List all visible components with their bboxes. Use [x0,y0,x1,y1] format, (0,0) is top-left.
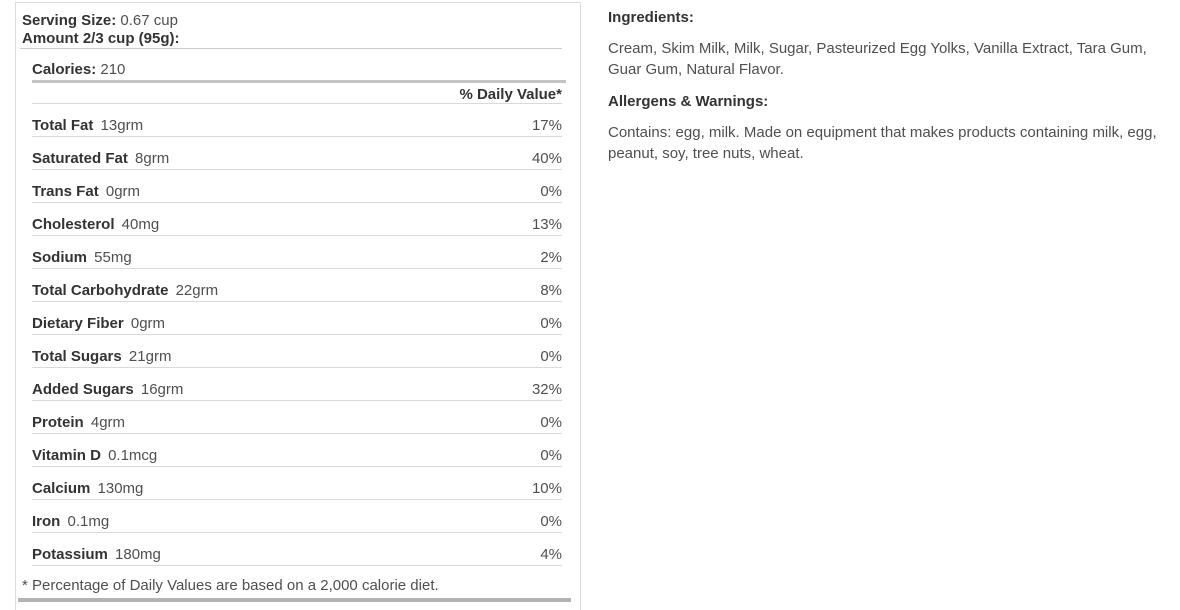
nutrient-daily-value: 13% [531,216,562,233]
serving-size-label: Serving Size: [22,12,117,29]
nutrient-amount: 55mg [90,249,132,266]
nutrient-amount: 0.1mcg [103,447,158,464]
nutrient-amount: 21grm [124,348,172,365]
nutrient-name: Calcium [32,480,91,497]
allergens-heading: Allergens & Warnings: [608,93,769,110]
nutrient-label: Added Sugars 16grm [32,381,183,398]
nutrient-daily-value: 0% [540,414,562,431]
nutrient-name: Added Sugars [32,381,134,398]
nutrient-daily-value: 40% [531,150,562,167]
daily-value-footnote: * Percentage of Daily Values are based o… [22,577,439,594]
serving-size-line: Serving Size: 0.67 cup [22,12,562,30]
nutrient-row: Potassium 180mg 4% [32,533,562,566]
nutrient-label: Calcium 130mg [32,480,143,497]
nutrient-name: Protein [32,414,84,431]
nutrient-daily-value: 10% [531,480,562,497]
serving-size-value: 0.67 cup [120,12,178,29]
nutrient-amount: 0.1mg [63,513,110,530]
nutrient-name: Total Fat [32,117,94,134]
nutrient-row: Vitamin D 0.1mcg 0% [32,434,562,467]
nutrient-daily-value: 32% [531,381,562,398]
nutrient-name: Vitamin D [32,447,101,464]
nutrient-name: Trans Fat [32,183,99,200]
allergens-text: Contains: egg, milk. Made on equipment t… [608,124,1157,162]
details-column: Ingredients: Cream, Skim Milk, Milk, Sug… [608,2,1172,178]
nutrient-label: Total Sugars 21grm [32,348,171,365]
amount-line: Amount 2/3 cup (95g): [22,30,180,47]
nutrient-amount: 13grm [96,117,144,134]
calories-row: Calories: 210 [32,49,566,83]
nutrient-amount: 0grm [101,183,141,200]
nutrient-label: Iron 0.1mg [32,513,109,530]
daily-value-header: % Daily Value* [32,83,562,104]
nutrient-amount: 22grm [171,282,219,299]
nutrient-row: Dietary Fiber 0grm 0% [32,302,562,335]
nutrient-amount: 40mg [117,216,160,233]
nutrient-amount: 130mg [93,480,144,497]
nutrient-daily-value: 0% [540,447,562,464]
nutrient-amount: 180mg [110,546,161,563]
nutrient-row: Iron 0.1mg 0% [32,500,562,533]
nutrient-daily-value: 0% [540,513,562,530]
ingredients-heading: Ingredients: [608,9,694,26]
nutrient-amount: 0grm [126,315,166,332]
nutrient-row: Trans Fat 0grm 0% [32,170,562,203]
nutrient-daily-value: 0% [540,183,562,200]
nutrient-name: Total Sugars [32,348,122,365]
nutrient-label: Total Carbohydrate 22grm [32,282,218,299]
nutrient-name: Potassium [32,546,108,563]
nutrient-daily-value: 17% [531,117,562,134]
nutrient-label: Total Fat 13grm [32,117,143,134]
nutrient-row: Cholesterol 40mg 13% [32,203,562,236]
nutrient-name: Iron [32,513,61,530]
nutrient-daily-value: 0% [540,315,562,332]
nutrient-name: Saturated Fat [32,150,128,167]
nutrient-amount: 4grm [86,414,126,431]
nutrient-row: Calcium 130mg 10% [32,467,562,500]
nutrient-row: Total Carbohydrate 22grm 8% [32,269,562,302]
nutrient-daily-value: 4% [540,546,562,563]
calories-label: Calories: [32,61,97,78]
nutrient-row: Protein 4grm 0% [32,401,562,434]
nutrient-name: Dietary Fiber [32,315,124,332]
nutrient-amount: 8grm [130,150,170,167]
bottom-thick-bar [18,598,571,602]
nutrient-label: Sodium 55mg [32,249,132,266]
serving-block: Serving Size: 0.67 cup Amount 2/3 cup (9… [20,3,562,49]
nutrient-label: Trans Fat 0grm [32,183,140,200]
nutrient-label: Dietary Fiber 0grm [32,315,165,332]
nutrient-name: Total Carbohydrate [32,282,169,299]
nutrient-row: Total Fat 13grm 17% [32,104,562,137]
nutrient-row: Total Sugars 21grm 0% [32,335,562,368]
ingredients-text: Cream, Skim Milk, Milk, Sugar, Pasteuriz… [608,40,1147,78]
nutrient-amount: 16grm [136,381,184,398]
nutrition-facts-panel: Serving Size: 0.67 cup Amount 2/3 cup (9… [15,2,581,610]
nutrient-daily-value: 0% [540,348,562,365]
nutrient-daily-value: 8% [540,282,562,299]
nutrient-label: Cholesterol 40mg [32,216,159,233]
nutrient-rows: Total Fat 13grm 17% Saturated Fat 8grm 4… [16,104,580,566]
calories-value: 210 [100,61,126,78]
nutrient-row: Saturated Fat 8grm 40% [32,137,562,170]
nutrient-name: Cholesterol [32,216,115,233]
nutrient-label: Saturated Fat 8grm [32,150,169,167]
nutrient-label: Potassium 180mg [32,546,161,563]
nutrient-daily-value: 2% [540,249,562,266]
nutrient-label: Protein 4grm [32,414,125,431]
nutrient-label: Vitamin D 0.1mcg [32,447,157,464]
nutrient-name: Sodium [32,249,87,266]
nutrient-row: Added Sugars 16grm 32% [32,368,562,401]
nutrient-row: Sodium 55mg 2% [32,236,562,269]
